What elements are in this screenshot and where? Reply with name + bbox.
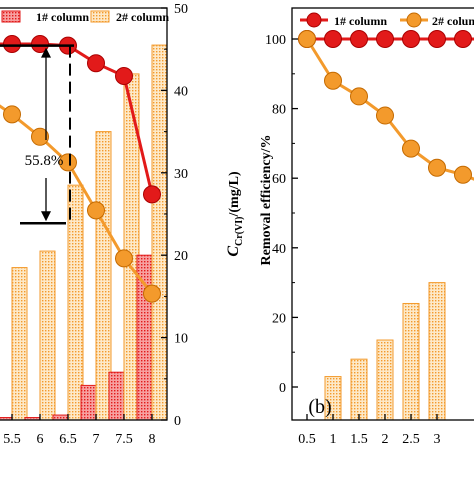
- right-panel: 0 20 40 60 80 100 0.5 1 1.5 2 2.5 3 Removal efficien…: [259, 7, 474, 447]
- left-legend-label-2: 2# column: [116, 10, 169, 24]
- left-y-right-tick-label: 40: [174, 84, 188, 99]
- right-x-tick-label: 2.5: [402, 432, 420, 447]
- right-x-tick-label: 0.5: [298, 432, 316, 447]
- left-point-2-column: [31, 127, 49, 146]
- left-bar-1-column: [80, 384, 97, 420]
- left-point-1-column: [31, 35, 49, 53]
- right-y-tick-label: 0: [279, 381, 286, 396]
- right-point-1-column: [402, 30, 420, 48]
- right-point-1-column: [324, 30, 342, 48]
- right-point-2-column: [376, 106, 394, 125]
- right-bar-2-column: [350, 358, 368, 420]
- right-y-axis-title: Removal efficiency/%: [259, 134, 274, 265]
- left-y-right-tick-label: 30: [174, 167, 188, 182]
- left-y-right-tick-label: 0: [174, 414, 181, 429]
- right-bar-2-column: [428, 282, 446, 420]
- left-point-1-column: [143, 185, 161, 204]
- right-y-tick-label: 80: [272, 103, 286, 118]
- left-bar-2-column: [67, 184, 84, 420]
- left-legend-label-1: 1# column: [36, 10, 89, 24]
- left-bar-2-column: [39, 250, 56, 420]
- ylabel-sub: Cr(VI): [234, 217, 245, 246]
- left-bar-2-column: [151, 44, 167, 420]
- right-point-2-column: [350, 87, 368, 106]
- annotation-arrowhead-top: [41, 47, 51, 58]
- right-point-1-column: [428, 30, 446, 48]
- right-y-tick-label: 60: [272, 172, 286, 187]
- ylabel-main: C: [225, 246, 242, 257]
- right-legend-marker-1: [306, 12, 322, 28]
- left-point-2-column: [143, 284, 161, 303]
- right-point-2-column: [324, 71, 342, 90]
- annotation-arrowhead-bottom: [41, 211, 51, 222]
- left-bar-1-column: [52, 414, 69, 420]
- left-x-tick-label: 8: [149, 432, 156, 447]
- left-point-2-column: [87, 201, 105, 220]
- right-x-tick-label: 2: [382, 432, 389, 447]
- left-point-1-column: [115, 67, 133, 85]
- left-legend-swatch-1: [1, 10, 21, 23]
- right-point-2-column: [428, 158, 446, 177]
- left-x-tick-label: 6: [37, 432, 44, 447]
- left-point-1-column: [87, 54, 105, 73]
- right-bar-2-column: [402, 302, 420, 420]
- left-y-right-tick-label: 10: [174, 332, 188, 347]
- right-y-tick-label: 20: [272, 311, 286, 326]
- right-x-tick-label: 3: [434, 432, 441, 447]
- right-x-tick-label: 1: [330, 432, 337, 447]
- left-x-tick-label: 7.5: [115, 432, 133, 447]
- left-x-tick-label: 5.5: [3, 432, 21, 447]
- right-legend-label-1: 1# column: [334, 14, 387, 28]
- right-y-tick-label: 100: [265, 33, 286, 48]
- left-x-tick-label: 7: [93, 432, 100, 447]
- left-bar-1-column: [108, 371, 125, 420]
- left-x-tick-label: 6.5: [59, 432, 77, 447]
- right-point-1-column: [350, 30, 368, 48]
- ylabel-unit: /(mg/L): [227, 171, 242, 217]
- left-bar-2-column: [11, 267, 28, 420]
- left-y-right-axis-title: CCr(VI)/(mg/L): [225, 171, 245, 257]
- right-x-tick-label: 1.5: [350, 432, 368, 447]
- right-bar-2-column: [376, 339, 394, 420]
- left-y-right-tick-label: 20: [174, 249, 188, 264]
- right-y-tick-label: 40: [272, 242, 286, 257]
- right-legend-marker-2: [406, 12, 422, 28]
- left-legend-swatch-2: [90, 10, 110, 23]
- right-point-1-column: [376, 30, 394, 48]
- left-point-2-column: [115, 249, 133, 268]
- left-point-2-column: [59, 153, 77, 172]
- right-point-1-column: [454, 30, 472, 48]
- left-point-2-column: [3, 105, 21, 124]
- left-panel: 55.8% 5.5 6 6.5 7 7.5 8 0 10 20 30 40 50 CCr(VI)/(mg…: [0, 2, 245, 447]
- right-point-2-column: [454, 165, 472, 184]
- annotation-label: 55.8%: [25, 153, 64, 169]
- right-point-2-column: [402, 139, 420, 158]
- right-legend-label-2: 2# column: [432, 14, 474, 28]
- panel-label-b: (b): [308, 396, 331, 418]
- right-point-2-column: [298, 30, 316, 48]
- left-point-1-column: [3, 35, 21, 53]
- left-y-right-tick-label: 50: [174, 2, 188, 17]
